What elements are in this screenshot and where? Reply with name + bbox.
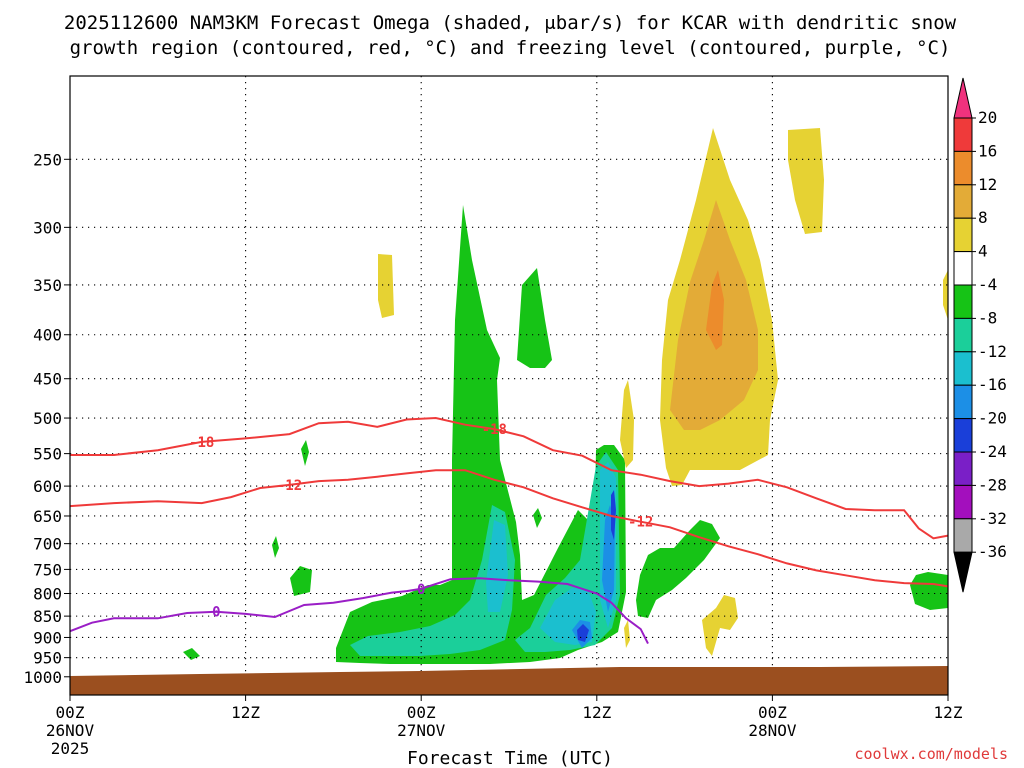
- omega-rising-upper: [517, 268, 552, 368]
- contour-line: [69, 577, 649, 645]
- omega-sinking-left: [378, 254, 394, 318]
- colorbar-label: -12: [978, 342, 1007, 361]
- colorbar-label: -16: [978, 375, 1007, 394]
- colorbar-label: -28: [978, 475, 1007, 494]
- colorbar-segment: [953, 184, 973, 219]
- omega-sinking-deeporange: [706, 270, 724, 350]
- omega-rising-blob2: [272, 536, 279, 558]
- colorbar-segment: [953, 351, 973, 386]
- omega-rising-main: [336, 205, 626, 664]
- colorbar-segment: [953, 150, 973, 186]
- omega-rising-right: [636, 520, 720, 618]
- x-tick-label: 00Z: [407, 703, 436, 722]
- omega-rising-blob3: [301, 440, 309, 466]
- colorbar-segment: [953, 284, 973, 319]
- x-tick-label: 26NOV: [46, 721, 95, 740]
- contour-label: -12: [277, 478, 302, 494]
- omega-sinking-small: [624, 620, 630, 648]
- colorbar-label: 20: [978, 108, 997, 127]
- x-tick-label: 12Z: [231, 703, 260, 722]
- colorbar-segment: [953, 117, 973, 152]
- colorbar-bottom-arrow: [953, 551, 973, 593]
- y-tick-label: 350: [33, 276, 62, 295]
- omega-rising-blob4: [183, 648, 200, 660]
- y-tick-label: 700: [33, 535, 62, 554]
- pressure-gridlines: [70, 158, 948, 678]
- x-tick-label: 2025: [51, 739, 90, 758]
- contour-label: -12: [628, 515, 653, 531]
- colorbar-segment: [953, 251, 973, 286]
- y-tick-label: 950: [33, 649, 62, 668]
- colorbar-label: -4: [978, 275, 997, 294]
- y-tick-label: 850: [33, 607, 62, 626]
- omega-sinking-mid: [620, 380, 634, 468]
- colorbar-segment: [953, 418, 973, 453]
- colorbar-label: -20: [978, 409, 1007, 428]
- contour-line: [69, 469, 949, 588]
- colorbar-segment: [953, 451, 973, 486]
- y-tick-label: 250: [33, 150, 62, 169]
- y-tick-label: 1000: [23, 668, 62, 687]
- omega-rising-far-right: [910, 572, 948, 610]
- y-tick-label: 900: [33, 628, 62, 647]
- x-tick-label: 12Z: [582, 703, 611, 722]
- omega-rising-deepblue1: [611, 490, 616, 540]
- contour-line: [70, 416, 949, 540]
- x-tick-label: 12Z: [934, 703, 963, 722]
- colorbar-label: 16: [978, 141, 997, 160]
- dendritic-growth-contours: -18 -18 -12 -12: [69, 416, 949, 588]
- colorbar: 20 16 12 8 4 -4 -8 -12 -16 -20 -24 -28 -32 -36: [953, 77, 1007, 593]
- colorbar-label: 12: [978, 175, 997, 194]
- omega-rising-blob5: [533, 508, 542, 528]
- omega-rising-blob1: [290, 566, 312, 596]
- colorbar-segment: [953, 384, 973, 420]
- x-tick-label: 27NOV: [397, 721, 446, 740]
- colorbar-label: -32: [978, 509, 1007, 528]
- colorbar-label: -36: [978, 542, 1007, 561]
- chart-title-line2: growth region (contoured, red, °C) and f…: [70, 37, 951, 59]
- colorbar-segment: [953, 484, 973, 520]
- y-tick-label: 600: [33, 477, 62, 496]
- omega-shading: [183, 128, 948, 664]
- contour-label: -18: [482, 422, 507, 438]
- contour-label: 0: [417, 582, 425, 598]
- omega-sinking-low: [702, 595, 738, 656]
- colorbar-label: 8: [978, 208, 988, 227]
- omega-rising-teal2: [515, 452, 620, 652]
- y-tick-label: 450: [33, 370, 62, 389]
- x-tick-label: 28NOV: [748, 721, 797, 740]
- colorbar-label: 4: [978, 242, 988, 261]
- omega-rising-cyan1: [486, 520, 508, 612]
- colorbar-segment: [953, 217, 973, 253]
- y-tick-label: 800: [33, 584, 62, 603]
- x-tick-label: 00Z: [56, 703, 85, 722]
- colorbar-label: -24: [978, 442, 1007, 461]
- credit-text: coolwx.com/models: [854, 745, 1008, 763]
- y-tick-label: 300: [33, 218, 62, 237]
- colorbar-segment: [953, 317, 973, 353]
- omega-sinking-top-right: [788, 128, 824, 234]
- contour-label: -18: [189, 435, 214, 451]
- ground-terrain: [70, 666, 948, 695]
- y-tick-label: 550: [33, 445, 62, 464]
- colorbar-segment: [953, 518, 973, 553]
- omega-rising-teal1: [350, 505, 515, 656]
- y-tick-label: 650: [33, 507, 62, 526]
- time-gridlines: [245, 76, 773, 695]
- omega-sinking-edge: [943, 270, 948, 320]
- x-axis-label: Forecast Time (UTC): [407, 748, 613, 768]
- y-tick-label: 500: [33, 409, 62, 428]
- plot-frame: [69, 75, 949, 696]
- freezing-level-contour: 00: [69, 577, 649, 645]
- colorbar-label: -8: [978, 308, 997, 327]
- y-tick-label: 400: [33, 326, 62, 345]
- x-tick-label: 00Z: [758, 703, 787, 722]
- pressure-axis: 250 300 350 400 450 500 550 600 650 700 750 800 850 9…: [23, 150, 70, 687]
- contour-label: 0: [212, 605, 220, 621]
- y-tick-label: 750: [33, 560, 62, 579]
- chart-title-line1: 2025112600 NAM3KM Forecast Omega (shaded…: [64, 12, 957, 34]
